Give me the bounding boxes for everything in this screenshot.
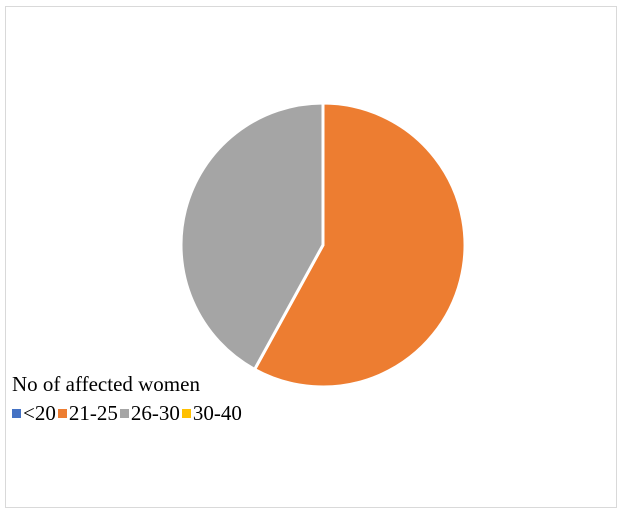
legend: <20 21-25 26-30 30-40 [12, 401, 244, 426]
legend-item-21-25: 21-25 [57, 401, 118, 426]
legend-label-30-40: 30-40 [192, 401, 242, 425]
legend-swatch-21-25 [57, 409, 67, 418]
pie-slice-21-25 [252, 101, 467, 389]
legend-label-26-30: 26-30 [130, 401, 180, 425]
legend-item-30-40: 30-40 [181, 401, 242, 426]
legend-swatch-30-40 [181, 409, 191, 418]
legend-swatch-26-30 [119, 409, 129, 418]
legend-swatch-under-20 [12, 409, 21, 418]
chart-caption: No of affected women [12, 372, 200, 396]
legend-label-21-25: 21-25 [68, 401, 118, 425]
legend-item-under-20: <20 [12, 401, 56, 426]
legend-label-under-20: <20 [23, 401, 56, 425]
legend-item-26-30: 26-30 [119, 401, 180, 426]
pie-slice-26-30 [179, 101, 325, 372]
